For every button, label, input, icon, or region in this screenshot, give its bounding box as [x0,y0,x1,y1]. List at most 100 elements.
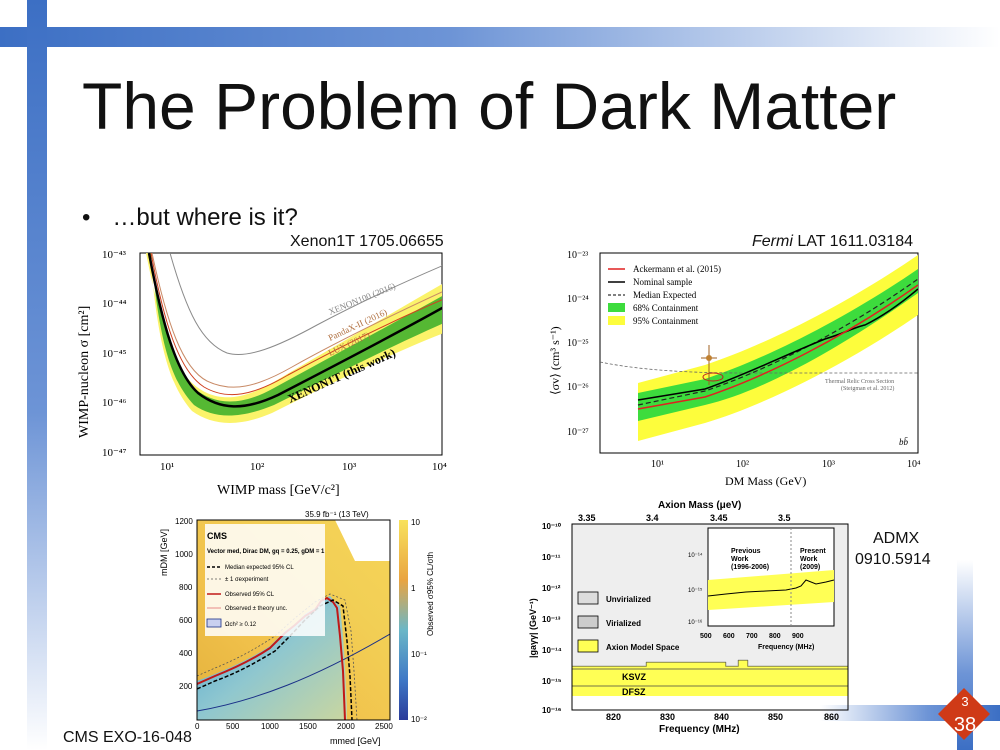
top-accent-bar [0,27,1000,47]
fermi-ytick-4: 10⁻²⁷ [567,427,589,438]
cms-color-scale [399,520,408,720]
cms-ztick-2: 10⁻¹ [411,650,427,659]
fermi-ytick-3: 10⁻²⁶ [567,382,589,393]
admx-inset-ytick-2: 10⁻¹⁶ [688,619,703,626]
fermi-annotation-2: (Steigman et al. 2012) [841,385,894,392]
admx-reference-1: ADMX [873,530,920,547]
fermi-plot: Ackermann et al. (2015) Nominal sample M… [548,250,921,488]
cms-sigma-contour [197,593,358,720]
cms-legend-swatch-4 [206,618,222,628]
cms-ytick-0: 1200 [175,517,193,526]
slide-number: 38 [953,714,977,736]
cms-ytick-1: 1000 [175,550,193,559]
admx-legend-swatch-0 [577,591,599,605]
fermi-gce-ellipse [702,372,724,382]
cms-xtick-5: 2500 [375,722,393,731]
fermi-legend-0: Ackermann et al. (2015) [633,264,721,274]
admx-line-dfsz: DFSZ [622,687,646,697]
cms-plot: CMS 35.9 fb⁻¹ (13 TeV) Vector med, Dirac… [159,510,435,746]
slide-number-small: 3 [961,694,969,709]
fermi-green-band [638,269,918,421]
fermi-gce-point [706,355,712,361]
fermi-median-curve [637,278,918,406]
fermi-ytick-1: 10⁻²⁴ [567,294,589,305]
xenon-xtick-3: 10⁴ [432,461,447,473]
admx-legend-swatch-2 [577,639,599,653]
cms-ytick-3: 600 [179,616,193,625]
cms-model: Vector med, Dirac DM, gq = 0.25, gDM = 1 [207,549,325,555]
left-accent-bar [27,0,47,750]
cms-white-diagonal [335,520,390,561]
admx-inset-prev-2: Work [731,556,748,563]
fermi-channel: bb̄ [899,437,909,447]
cms-xtick-3: 1500 [299,722,317,731]
pandax-curve [151,253,442,388]
fermi-nominal-curve [637,288,918,401]
admx-inset-xlabel: Frequency (MHz) [758,644,814,651]
cms-legend-4: Ωch² ≥ 0.12 [225,622,257,628]
cms-xtick-0: 0 [195,722,200,731]
cms-header-left: CMS [207,531,227,541]
cms-legend-2: Observed 95% CL [225,592,275,598]
admx-legend-2: Axion Model Space [606,643,680,652]
admx-inset-ytick-0: 10⁻¹⁴ [688,552,703,559]
fermi-xlabel: DM Mass (GeV) [725,474,806,488]
xenon-xlabel: WIMP mass [GeV/c²] [217,483,340,498]
xenon-ytick-1: 10⁻⁴⁴ [102,298,127,310]
admx-top-tick-2: 3.45 [710,513,728,523]
cms-xtick-1: 500 [226,722,240,731]
cms-ztick-1: 1 [411,584,416,593]
cms-ylabel: mDM [GeV] [159,529,169,576]
xenon-plot: XENON100 (2016) PandaX-II (2016) LUX (20… [77,249,447,498]
xenon-reference: Xenon1T 1705.06655 [290,233,444,250]
admx-xlabel: Frequency (MHz) [659,724,740,735]
admx-ytick-3: 10⁻¹³ [542,615,561,624]
admx-ytick-1: 10⁻¹¹ [542,553,561,562]
fermi-xtick-2: 10³ [822,459,835,470]
cms-xlabel: mmed [GeV] [330,736,381,746]
admx-xtick-2: 840 [714,712,729,722]
admx-legend-swatch-1 [577,615,599,629]
xenon-xtick-2: 10³ [342,461,357,473]
cms-legend-1: ± 1 σexperiment [225,577,269,583]
xenon-green-band [148,253,442,416]
xenon-ylabel: WIMP-nucleon σ [cm²] [77,306,92,438]
admx-inset-ytick-1: 10⁻¹⁵ [688,587,703,594]
admx-ytick-5: 10⁻¹⁵ [542,677,562,686]
fermi-thermal-line [600,361,918,374]
xenon-xtick-0: 10¹ [160,461,174,473]
fermi-legend-4: 95% Containment [633,316,699,326]
xenon-ytick-2: 10⁻⁴⁵ [102,348,127,360]
cms-ztick-3: 10⁻² [411,715,427,724]
xenon-ytick-0: 10⁻⁴³ [102,249,127,261]
fermi-ref-text: LAT 1611.03184 [792,233,913,250]
admx-reference-2: 0910.5914 [855,551,931,568]
admx-inset-prev-3: (1996-2006) [731,564,769,571]
bullet-dot: • [82,204,91,231]
admx-top-tick-3: 3.5 [778,513,791,523]
xenon100-curve [169,253,442,356]
admx-top-tick-0: 3.35 [578,513,596,523]
admx-xtick-0: 820 [606,712,621,722]
cms-ytick-2: 800 [179,583,193,592]
cms-zlabel: Observed σ95% CL/σth [426,552,435,636]
bullet-item: • …but where is it? [82,204,298,232]
admx-line-ksvz: KSVZ [622,672,647,682]
admx-xtick-3: 850 [768,712,783,722]
admx-inset-curve [707,579,835,597]
xenon-ytick-4: 10⁻⁴⁷ [102,447,127,459]
xenon-frame [139,252,443,456]
fermi-ytick-2: 10⁻²⁵ [567,338,589,349]
cms-legend-3: Observed ± theory unc. [225,606,288,612]
admx-top-tick-1: 3.4 [646,513,659,523]
slide-number-badge [938,688,990,740]
admx-plot: Unvirialized Virialized Axion Model Spac… [528,500,849,735]
fermi-italic: Fermi [752,233,793,250]
bullet-text: …but where is it? [112,204,298,231]
slide-title: The Problem of Dark Matter [82,69,897,143]
admx-ytick-2: 10⁻¹² [542,584,561,593]
admx-inset-present-3: (2009) [800,564,820,571]
cms-frame [196,519,391,721]
admx-ytick-0: 10⁻¹⁰ [542,522,562,531]
admx-ylabel: |gaγγ| (GeV⁻¹) [528,598,538,658]
